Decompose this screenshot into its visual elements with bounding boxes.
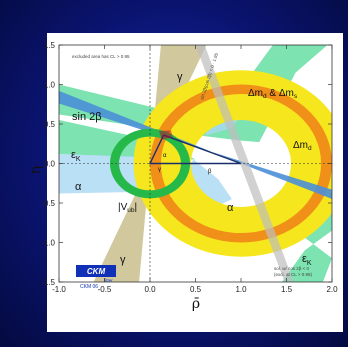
ckmfitter-logo: CKM fitter CKM 06 <box>76 265 116 290</box>
sol-note-1: sol. w/ cos 2β < 0 <box>274 266 309 271</box>
x-tick-label: 1.0 <box>235 285 247 294</box>
label-gamma-bottom: γ <box>120 254 126 266</box>
label-eps-top: εK <box>71 149 81 163</box>
y-tick-label: 0.0 <box>44 160 56 169</box>
y-tick-label: -1.0 <box>41 239 55 248</box>
x-tick-label: 0.0 <box>144 285 156 294</box>
angle-label-gamma: γ <box>158 167 161 173</box>
dmd-ring-outer <box>133 70 332 257</box>
label-sin2b: sin 2β <box>72 111 102 123</box>
x-tick-label: -0.5 <box>98 285 112 294</box>
logo-name: CKM <box>87 267 106 276</box>
label-dmd: Δmd <box>293 140 312 152</box>
label-alpha-left: α <box>75 181 82 193</box>
angle-label-beta: β <box>208 169 212 175</box>
logo-sub2: CKM 06 <box>80 284 98 290</box>
y-tick-label: 1.0 <box>44 81 56 90</box>
label-dmd-dms: Δmd & Δms <box>248 88 298 100</box>
logo-sub1: fitter <box>104 278 113 283</box>
apex-region <box>159 130 173 140</box>
x-tick-label: 1.5 <box>281 285 293 294</box>
y-tick-label: -0.5 <box>41 199 55 208</box>
x-tick-label: -1.0 <box>52 285 66 294</box>
angle-label-alpha: α <box>163 153 167 159</box>
label-alpha-center: α <box>227 202 234 214</box>
label-vub: |Vub| <box>118 202 137 214</box>
label-gamma-top: γ <box>177 71 183 83</box>
sin2b-band <box>59 90 332 200</box>
x-tick-label: 0.5 <box>190 285 202 294</box>
x-tick-label: 2.0 <box>326 285 338 294</box>
y-tick-label: 1.5 <box>44 41 56 50</box>
x-axis-title: ρ̄ <box>192 296 200 312</box>
sol-note-2: (excl. at CL > 0.95) <box>274 272 312 277</box>
y-tick-label: 0.5 <box>44 120 56 129</box>
unitarity-triangle <box>148 134 242 165</box>
cl-note: excluded area has CL > 0.95 <box>72 54 130 59</box>
logo-box <box>76 265 116 277</box>
label-eps-bottom: εK <box>302 253 312 267</box>
y-axis-title: η <box>28 166 44 174</box>
y-tick-label: -1.5 <box>41 278 55 287</box>
